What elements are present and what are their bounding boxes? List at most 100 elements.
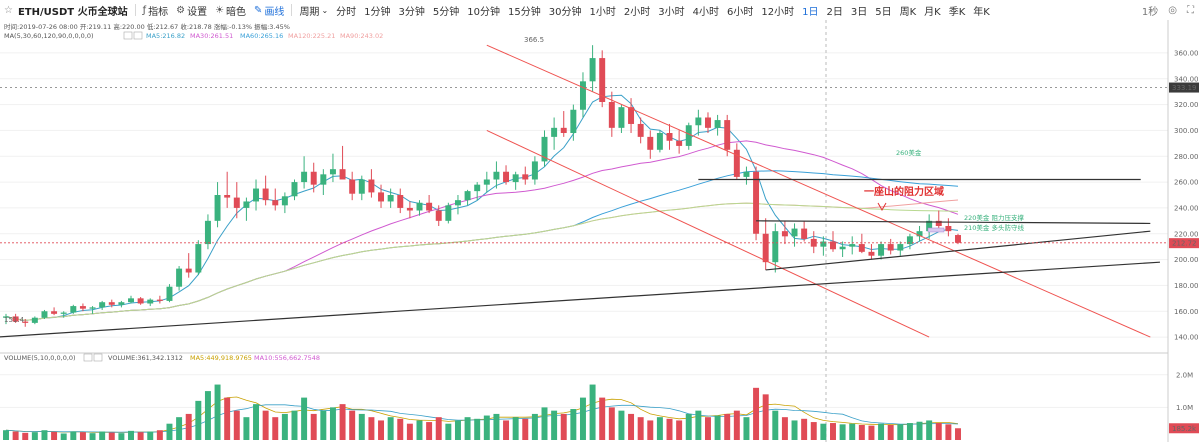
volume-bar — [89, 433, 96, 440]
volume-bar — [522, 418, 529, 440]
period-13[interactable]: 1日 — [802, 6, 819, 18]
camera-icon[interactable]: ◎ — [1168, 4, 1177, 16]
volume-bar — [176, 417, 183, 440]
volume-bar — [753, 387, 760, 440]
peak-label: 366.5 — [524, 36, 544, 44]
price-tick: 160.00 — [1174, 308, 1199, 316]
star-icon[interactable]: ☆ — [4, 4, 13, 16]
price-tick: 280.00 — [1174, 153, 1199, 161]
ma-settings-icon[interactable] — [123, 31, 133, 40]
period-6[interactable]: 30分钟 — [548, 6, 582, 18]
candle-body — [531, 161, 538, 180]
period-3[interactable]: 5分钟 — [432, 6, 460, 18]
period-18[interactable]: 月K — [924, 6, 941, 18]
period-15[interactable]: 3日 — [850, 6, 868, 18]
volume-bar — [70, 431, 77, 440]
volume-bar — [339, 404, 346, 440]
volume-bar — [541, 407, 548, 440]
candle-body — [743, 171, 750, 177]
volume-bar — [801, 418, 808, 440]
volume-bar — [493, 413, 500, 440]
volume-bar — [820, 423, 827, 440]
candle-body — [435, 210, 442, 221]
period-label: 周期 — [299, 6, 320, 18]
candle-body — [99, 302, 106, 308]
ma-toggle-icon[interactable] — [133, 31, 143, 40]
candle-body — [608, 102, 615, 128]
volume-settings-icon[interactable] — [83, 353, 93, 362]
ma5-value: MA5:216.82 — [146, 32, 185, 40]
fullscreen-icon[interactable]: ⛶ — [1187, 4, 1194, 16]
volume-bar — [599, 397, 606, 440]
volume-ma5: MA5:449,918.9765 — [190, 354, 252, 362]
volume-bar — [358, 413, 365, 440]
indicators-button[interactable]: ƒ 指标 — [139, 0, 173, 20]
candle-body — [310, 171, 317, 185]
chevron-down-icon: ⌄ — [321, 5, 329, 15]
symbol-selector[interactable]: ☆ ETH/USDT 火币全球站 — [0, 0, 132, 20]
candle-body — [387, 195, 394, 202]
volume-ma10-line — [5, 404, 959, 433]
volume-bar — [406, 423, 413, 440]
volume-bar — [531, 413, 538, 440]
volume-bar — [839, 424, 846, 440]
period-0[interactable]: 分时 — [336, 6, 357, 18]
candle-body — [301, 171, 308, 183]
candle-body — [704, 117, 711, 128]
candle-body — [358, 179, 365, 194]
candle-body — [262, 188, 269, 201]
resistance-220-line — [756, 220, 1151, 225]
period-8[interactable]: 2小时 — [623, 6, 651, 18]
volume-bar — [166, 423, 173, 440]
period-9[interactable]: 3小时 — [658, 6, 685, 18]
volume-bar — [483, 415, 490, 440]
candle-body — [464, 191, 471, 201]
volume-bar — [704, 417, 711, 440]
period-16[interactable]: 5日 — [875, 6, 892, 18]
volume-bar — [906, 423, 913, 440]
volume-bar — [810, 422, 817, 440]
price-tick: 300.00 — [1174, 127, 1199, 135]
period-4[interactable]: 10分钟 — [467, 6, 500, 18]
volume-tick: 1.0M — [1176, 404, 1193, 412]
period-17[interactable]: 周K — [899, 6, 917, 18]
candlestick-chart[interactable]: 140.00 160.00 180.00 200.00 220.00 240.00 260.… — [0, 20, 1200, 442]
period-11[interactable]: 6小时 — [726, 6, 754, 18]
volume-bar — [579, 397, 586, 440]
candles — [3, 45, 961, 327]
period-dropdown[interactable]: 周期 ⌄ — [295, 0, 332, 20]
candle-body — [233, 197, 240, 208]
candle-body — [830, 241, 836, 250]
volume-bar — [445, 423, 452, 440]
volume-bar — [41, 430, 48, 440]
period-7[interactable]: 1小时 — [589, 6, 616, 18]
period-20[interactable]: 年K — [973, 6, 990, 18]
volume-bar — [474, 418, 481, 440]
candle-body — [897, 244, 904, 251]
volume-toggle-icon[interactable] — [93, 353, 103, 362]
refresh-interval[interactable]: 1秒 — [1141, 6, 1159, 18]
volume-bar — [858, 425, 865, 440]
period-12[interactable]: 12小时 — [761, 6, 795, 18]
candle-body — [253, 188, 260, 202]
period-1[interactable]: 1分钟 — [364, 6, 391, 18]
candle-body — [243, 201, 250, 208]
draw-button[interactable]: ✎ 画线 — [250, 0, 288, 20]
theme-button[interactable]: ☀ 暗色 — [211, 0, 250, 20]
volume-bar — [887, 425, 894, 440]
candle-body — [724, 120, 731, 150]
candle-body — [483, 179, 490, 185]
settings-button[interactable]: ⚙ 设置 — [172, 0, 211, 20]
volume-bar — [147, 431, 154, 440]
candle-body — [955, 235, 961, 243]
period-10[interactable]: 4小时 — [692, 6, 719, 18]
volume-bar — [637, 417, 644, 440]
candle-body — [406, 207, 413, 211]
period-5[interactable]: 15分钟 — [508, 6, 541, 18]
price-tags: 212.72 333.19 185.2k — [1169, 82, 1199, 434]
volume-bar — [685, 413, 692, 440]
period-2[interactable]: 3分钟 — [398, 6, 425, 18]
period-19[interactable]: 季K — [948, 6, 966, 18]
period-14[interactable]: 2日 — [826, 6, 843, 18]
volume-bar — [253, 404, 260, 440]
